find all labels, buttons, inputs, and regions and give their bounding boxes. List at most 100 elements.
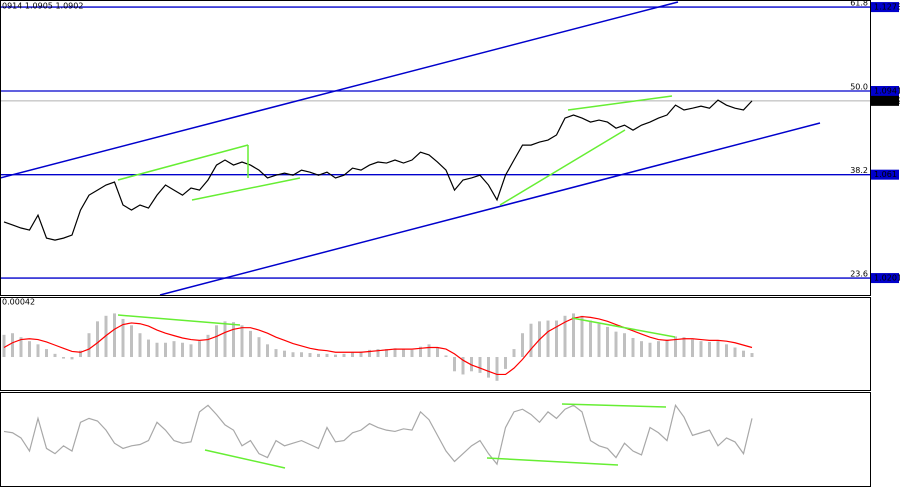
histogram-bar [495, 357, 499, 381]
level-label: 38.2 [850, 166, 868, 175]
histogram-bar [529, 323, 533, 358]
histogram-bar [121, 318, 125, 358]
histogram-bar [657, 341, 660, 358]
histogram-bar [87, 333, 91, 358]
histogram-bar [555, 320, 558, 358]
histogram-bar [470, 357, 473, 372]
histogram-bar [640, 341, 643, 358]
panel-frames [0, 0, 871, 487]
divergence-line [486, 457, 619, 466]
histogram-bar [368, 349, 371, 358]
histogram-bar [580, 315, 584, 358]
histogram-bar [240, 325, 244, 358]
histogram-bar [36, 344, 40, 358]
histogram-bar [172, 341, 176, 358]
histogram-bar [725, 344, 728, 358]
histogram-bar [257, 337, 261, 358]
drawn-objects [0, 1, 821, 469]
channel-line [0, 1, 679, 179]
macd-header: 0.00042 [2, 298, 35, 307]
histogram-bar [96, 321, 99, 358]
histogram-bar [385, 349, 388, 358]
panel-frame [0, 297, 871, 391]
level-price-box [871, 169, 899, 180]
histogram-bar [70, 357, 74, 360]
histogram-bar [232, 322, 235, 358]
label-layer: 61.8 1.1273 50.0 1.0941 38.2 1.061 23.6 1.0201 1… [850, 0, 900, 284]
level-label: 61.8 [850, 0, 868, 8]
level-price: 1.0201 [874, 274, 900, 283]
histogram-bar [11, 333, 14, 358]
histogram-bar [512, 349, 516, 358]
grid-layer [0, 6, 870, 279]
histogram-bar [606, 326, 609, 358]
histogram-bar [733, 347, 737, 358]
histogram-bar [750, 353, 754, 358]
divergence-line [117, 144, 249, 181]
histogram-bar [181, 342, 184, 358]
histogram-bar [223, 321, 227, 358]
histogram-bar [249, 330, 252, 358]
histogram-bar [283, 350, 286, 358]
divergence-line [571, 317, 676, 338]
histogram-bar [444, 355, 448, 358]
histogram-bar [189, 344, 193, 358]
current-price: 1.0902 [874, 96, 900, 105]
histogram-bar [631, 337, 635, 358]
histogram-bar [708, 341, 711, 358]
histogram-bar [317, 353, 320, 358]
histogram-bar [521, 333, 524, 358]
histogram-bar [62, 357, 65, 359]
histogram-bar [266, 344, 269, 358]
panel-frame [0, 0, 871, 296]
price-header: 0914 1.0905 1.0902 [2, 2, 83, 11]
histogram-bar [19, 337, 23, 358]
histogram-bar [130, 325, 133, 358]
level-price-box [871, 273, 899, 284]
histogram-bar [410, 349, 414, 358]
histogram-bar [300, 352, 303, 358]
histogram-bar [393, 348, 397, 358]
histogram-bar [563, 315, 567, 358]
histogram-bar [648, 342, 652, 358]
histogram-bar [402, 349, 405, 358]
histogram-bar [376, 349, 380, 358]
level-price: 1.1273 [874, 3, 900, 12]
histogram-bar [342, 353, 346, 358]
histogram-bar [614, 331, 618, 358]
level-price: 1.0941 [874, 87, 900, 96]
panel-frame [0, 392, 871, 487]
divergence-line [499, 129, 626, 206]
level-price-box [871, 2, 899, 13]
histogram-bar [665, 339, 669, 358]
histogram-bar [461, 357, 465, 375]
histogram-bar [215, 325, 218, 358]
histogram-bar [104, 315, 108, 358]
level-price: 1.061 [874, 170, 897, 179]
histogram-bar [113, 313, 116, 358]
histogram-bar [572, 313, 575, 358]
histogram-bar [28, 341, 31, 358]
divergence-line [117, 314, 241, 326]
histogram-bar [359, 351, 363, 358]
divergence-line [567, 95, 673, 111]
cci-line [3, 403, 753, 466]
histogram-bar [138, 333, 142, 358]
histogram-bar [334, 354, 337, 358]
histogram-bar [453, 357, 456, 372]
histogram-bar [206, 334, 210, 358]
histogram-bar [699, 341, 703, 358]
histogram-bar [291, 352, 295, 358]
histogram-bar [478, 357, 482, 373]
histogram-bar [79, 350, 82, 358]
histogram-bar [742, 350, 745, 358]
level-price-box [871, 86, 899, 97]
histogram-bar [308, 353, 312, 358]
histogram-bar [674, 336, 677, 358]
histogram-bar [45, 349, 48, 358]
histogram-bar [351, 352, 354, 358]
histogram-bar [427, 344, 431, 358]
histogram-bar [274, 349, 278, 358]
